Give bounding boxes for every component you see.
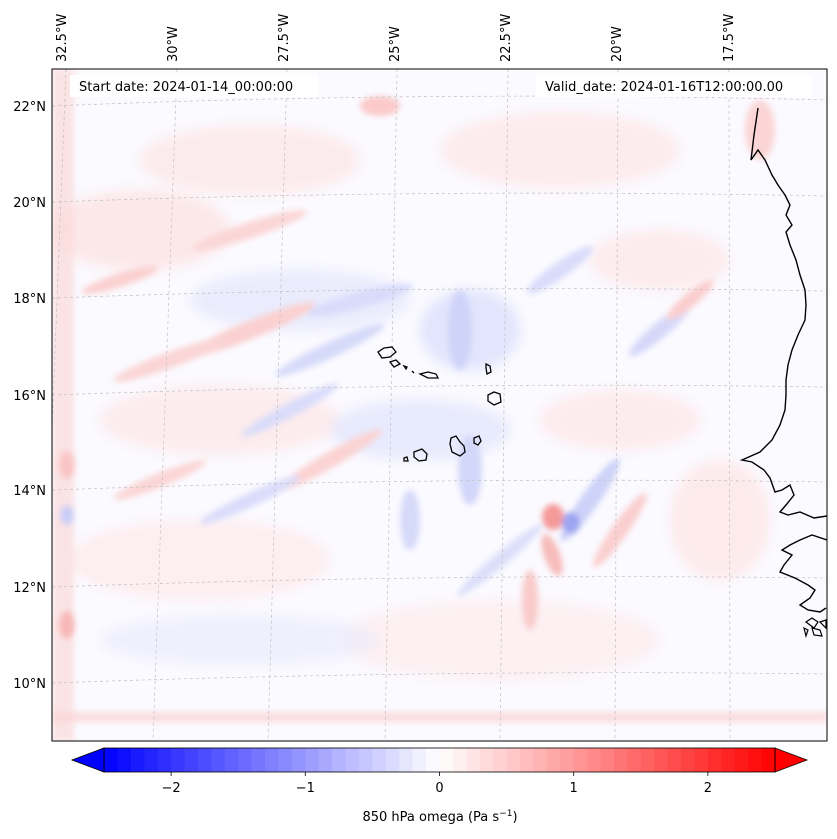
colorbar-segment [546,748,561,772]
lat-tick-labels: 22°N 20°N 18°N 16°N 14°N 12°N 10°N [13,100,46,692]
colorbar-segment [479,748,494,772]
colorbar-segment [385,748,400,772]
coastline-africa [739,107,827,519]
colorbar-segment [654,748,669,772]
valid-date-label: Valid_date: 2024-01-16T12:00:00.00 [545,80,783,95]
colorbar-segment [332,748,347,772]
colorbar-segment [640,748,655,772]
colorbar-tick-label: 0 [435,781,443,796]
colorbar-segment [600,748,615,772]
colorbar-segment [667,748,682,772]
colorbar-label: 850 hPa omega (Pa s−1) [362,809,517,825]
graticule [52,69,827,741]
lon-label: 17.5°W [722,14,737,62]
colorbar-segment [707,748,722,772]
lon-label: 32.5°W [55,14,70,62]
colorbar-segment [358,748,373,772]
coastline-africa-south [778,534,827,613]
colorbar-segment [452,748,467,772]
lat-label: 22°N [13,100,46,115]
colorbar-segment [184,748,199,772]
colorbar-segment [587,748,602,772]
colorbar-segment [117,748,132,772]
omega-field [52,112,770,680]
colorbar-segment [439,748,454,772]
colorbar-segment [104,748,119,772]
colorbar-segment [493,748,508,772]
colorbar-segment [399,748,414,772]
map-panel: Start date: 2024-01-14_00:00:00 Valid_da… [52,69,827,741]
colorbar-segment [305,748,320,772]
colorbar-segment [265,748,280,772]
lon-label: 30°W [166,26,181,62]
colorbar-segment [560,748,575,772]
lon-label: 25°W [388,26,403,62]
colorbar-segment [761,748,776,772]
colorbar-segment [681,748,696,772]
colorbar-segment [573,748,588,772]
lat-label: 18°N [13,292,46,307]
colorbar-segment [721,748,736,772]
colorbar-segment [533,748,548,772]
colorbar-tick-label: −1 [296,781,315,796]
colorbar-segment [506,748,521,772]
colorbar-segment [412,748,427,772]
colorbar-segment [291,748,306,772]
colorbar-ticks: −2 −1 0 1 2 [162,772,712,796]
colorbar-segments [104,748,776,772]
colorbar-extend-min [70,747,105,773]
lat-label: 14°N [13,484,46,499]
colorbar-segment [734,748,749,772]
lat-label: 10°N [13,677,46,692]
lat-label: 12°N [13,581,46,596]
colorbar-segment [466,748,481,772]
colorbar-segment [130,748,145,772]
colorbar-segment [171,748,186,772]
colorbar-tick-label: 2 [704,781,712,796]
colorbar-tick-label: 1 [570,781,578,796]
colorbar-segment [426,748,441,772]
colorbar-extend-max [774,747,809,773]
map-frame [51,68,828,742]
omega-streaks [52,69,827,741]
colorbar-tick-label: −2 [162,781,181,796]
lat-label: 16°N [13,389,46,404]
start-date-box: Start date: 2024-01-14_00:00:00 [70,75,318,97]
colorbar-segment [197,748,212,772]
lon-label: 20°W [610,26,625,62]
colorbar-segment [627,748,642,772]
colorbar-segment [211,748,226,772]
colorbar-segment [318,748,333,772]
lon-label: 22.5°W [499,14,514,62]
colorbar-segment [694,748,709,772]
colorbar-segment [520,748,535,772]
colorbar-segment [345,748,360,772]
colorbar-segment [224,748,239,772]
bijagos-islands [803,617,827,639]
start-date-label: Start date: 2024-01-14_00:00:00 [79,80,293,95]
colorbar-segment [748,748,763,772]
colorbar-segment [372,748,387,772]
colorbar: −2 −1 0 1 2 850 hPa omega (Pa s−1) [70,747,809,825]
lon-label: 27.5°W [277,14,292,62]
valid-date-box: Valid_date: 2024-01-16T12:00:00.00 [536,75,812,97]
lon-tick-labels: 32.5°W 30°W 27.5°W 25°W 22.5°W 20°W 17.5… [55,14,737,62]
colorbar-segment [238,748,253,772]
lat-label: 20°N [13,196,46,211]
colorbar-segment [613,748,628,772]
colorbar-segment [251,748,266,772]
colorbar-segment [144,748,159,772]
cape-verde-islands [377,346,502,462]
colorbar-segment [157,748,172,772]
colorbar-segment [278,748,293,772]
